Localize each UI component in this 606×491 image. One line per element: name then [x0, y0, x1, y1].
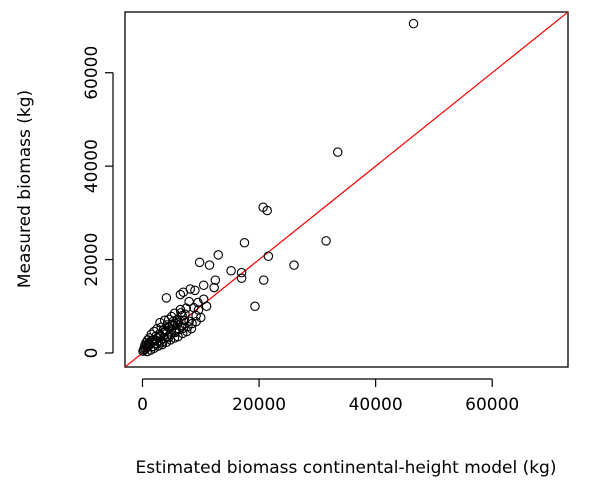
data-point — [258, 275, 269, 285]
data-point — [209, 282, 219, 293]
data-point — [262, 205, 272, 216]
data-point — [236, 267, 247, 278]
data-point — [201, 301, 212, 312]
data-point — [204, 260, 215, 270]
data-point — [408, 18, 419, 29]
data-point — [236, 273, 247, 283]
x-tick-label: 0 — [137, 395, 148, 415]
data-point — [175, 289, 186, 300]
data-point — [333, 147, 343, 157]
data-point — [194, 257, 205, 268]
data-point — [182, 326, 192, 337]
data-point — [156, 337, 167, 348]
data-point — [172, 320, 183, 330]
y-tick-label: 0 — [82, 348, 102, 359]
y-tick-label: 60000 — [82, 46, 102, 100]
plot-frame — [124, 11, 569, 368]
data-point — [144, 338, 154, 348]
y-tick-label: 20000 — [82, 233, 102, 287]
data-point — [180, 309, 190, 319]
data-point — [181, 303, 191, 313]
x-tick-label: 20000 — [232, 395, 286, 415]
data-point — [184, 296, 194, 307]
data-point — [153, 341, 163, 351]
data-point — [173, 331, 183, 342]
data-point — [178, 287, 189, 298]
data-point — [263, 251, 274, 262]
data-point — [186, 323, 197, 334]
data-point — [193, 305, 204, 315]
data-point — [226, 266, 236, 276]
x-axis-label: Estimated biomass continental-height mod… — [136, 458, 557, 478]
x-tick-label: 60000 — [465, 395, 519, 415]
x-axis: 0 20000 40000 60000 — [137, 378, 519, 415]
data-point — [210, 275, 221, 285]
data-point — [239, 238, 250, 248]
data-point — [161, 293, 172, 303]
data-point — [178, 315, 189, 326]
data-point — [189, 302, 199, 313]
data-point — [147, 335, 157, 346]
data-point — [289, 260, 299, 270]
data-point — [250, 301, 260, 312]
points-layer — [138, 18, 419, 357]
y-tick-label: 40000 — [82, 139, 102, 193]
identity-reference-line — [125, 12, 568, 367]
data-point — [198, 280, 209, 291]
reference-line-layer — [125, 12, 568, 367]
data-point — [141, 340, 152, 350]
y-axis-label: Measured biomass (kg) — [15, 90, 35, 288]
data-point — [160, 327, 170, 337]
data-point — [321, 236, 331, 246]
y-axis: 0 20000 40000 60000 — [82, 46, 114, 359]
data-point — [190, 285, 200, 296]
data-point — [213, 250, 224, 260]
x-tick-label: 40000 — [349, 395, 403, 415]
